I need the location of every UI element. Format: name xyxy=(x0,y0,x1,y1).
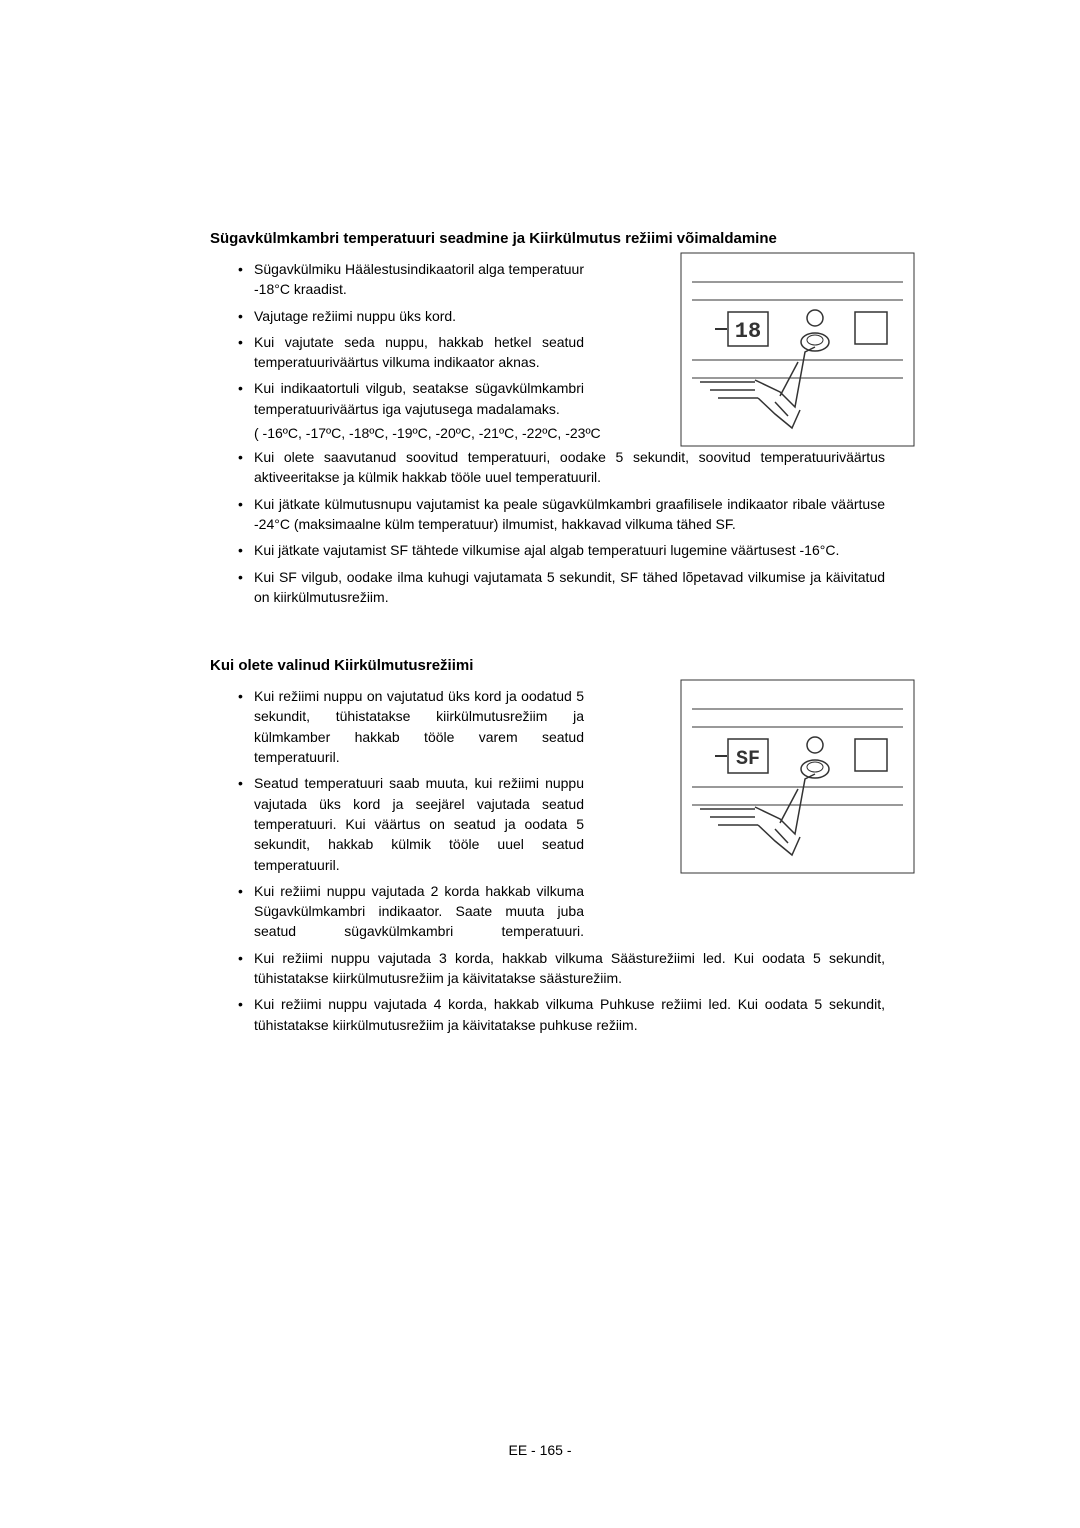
bullet-item: Kui režiimi nuppu vajutada 3 korda, hakk… xyxy=(238,948,885,989)
heading-2: Kui olete valinud Kiirkülmutusrežiimi xyxy=(210,657,885,674)
bullet-item: Kui jätkate vajutamist SF tähtede vilkum… xyxy=(238,540,885,560)
section-quickfreeze: Kui olete valinud Kiirkülmutusrežiimi SF xyxy=(210,657,885,1035)
bullet-list-2b: Kui režiimi nuppu vajutada 3 korda, hakk… xyxy=(238,948,885,1035)
section-freezer-temp: Sügavkülmkambri temperatuuri seadmine ja… xyxy=(210,230,885,607)
bullet-item: Kui režiimi nuppu vajutada 2 korda hakka… xyxy=(238,881,584,942)
bullet-item: Vajutage režiimi nuppu üks kord. xyxy=(238,306,584,326)
bullet-item: Sügavkülmiku Häälestusindikaatoril alga … xyxy=(238,259,584,300)
hand-pointer-icon xyxy=(700,774,815,855)
bullet-item: Kui režiimi nuppu on vajutatud üks kord … xyxy=(238,686,584,767)
display-value-18: 18 xyxy=(735,319,761,344)
bullet-item: Kui olete saavutanud soovitud temperatuu… xyxy=(238,447,885,488)
page-footer: EE - 165 - xyxy=(0,1442,1080,1458)
bullet-item: Kui vajutate seda nuppu, hakkab hetkel s… xyxy=(238,332,584,373)
heading-1: Sügavkülmkambri temperatuuri seadmine ja… xyxy=(210,230,885,247)
page: Sügavkülmkambri temperatuuri seadmine ja… xyxy=(0,0,1080,1528)
bullet-item: Kui indikaatortuli vilgub, seatakse süga… xyxy=(238,378,584,419)
bullet-list-1b: Kui olete saavutanud soovitud temperatuu… xyxy=(238,447,885,607)
illustration-panel-sf: SF xyxy=(680,679,915,874)
bullet-item: Kui režiimi nuppu vajutada 4 korda, hakk… xyxy=(238,994,885,1035)
hand-pointer-icon xyxy=(700,347,815,428)
display-value-sf: SF xyxy=(736,748,760,771)
bullet-item: Kui jätkate külmutusnupu vajutamist ka p… xyxy=(238,494,885,535)
bullet-item: Kui SF vilgub, oodake ilma kuhugi vajuta… xyxy=(238,567,885,608)
bullet-item: Seatud temperatuuri saab muuta, kui reži… xyxy=(238,773,584,874)
illustration-panel-18: 18 xyxy=(680,252,915,447)
